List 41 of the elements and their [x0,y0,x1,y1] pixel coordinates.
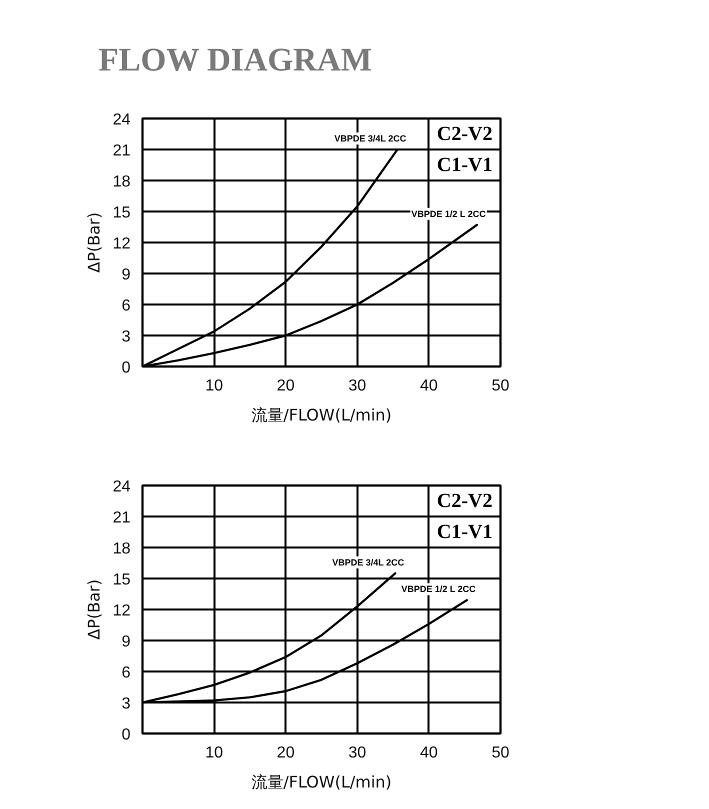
y-tick-label: 15 [112,204,131,222]
y-tick-label: 3 [122,328,131,346]
y-axis-title: ΔP(Bar) [84,212,104,273]
y-tick-label: 3 [122,696,131,712]
y-tick-label: 12 [112,602,131,620]
x-tick-label: 20 [276,744,295,762]
chart-title: FLOW DIAGRAM [98,42,372,78]
x-tick-label: 30 [348,744,366,762]
series-label: VBPDE 1/2 L 2CC [401,584,476,594]
y-tick-label: 0 [122,726,131,744]
y-tick-label: 6 [122,298,131,314]
y-tick-label: 9 [122,266,131,284]
y-tick-label: 24 [112,112,131,128]
y-tick-label: 0 [122,360,131,376]
x-tick-label: 10 [205,744,224,762]
y-tick-label: 18 [112,174,131,190]
y-tick-label: 12 [112,236,131,252]
y-tick-label: 15 [112,572,131,588]
annotation: C2-V2 [436,123,492,145]
x-tick-label: 50 [492,378,510,394]
y-tick-label: 9 [122,634,131,650]
series-label: VBPDE 3/4L 2CC [332,557,405,568]
x-tick-label: 40 [420,744,438,762]
x-tick-label: 50 [492,744,510,762]
annotation: C1-V1 [436,154,492,176]
y-axis-title: ΔP(Bar) [84,579,104,640]
x-axis-title: 流量/FLOW(L/min) [251,772,392,792]
annotation: C2-V2 [436,490,492,512]
x-tick-label: 30 [348,378,366,394]
y-tick-label: 21 [112,142,131,160]
x-tick-label: 20 [276,378,295,394]
series-label: VBPDE 3/4L 2CC [334,134,407,144]
series-label: VBPDE 1/2 L 2CC [411,208,486,219]
x-axis-title: 流量/FLOW(L/min) [251,406,392,424]
y-tick-label: 24 [112,478,131,496]
annotation: C1-V1 [436,521,492,543]
y-tick-label: 18 [112,540,131,558]
x-tick-label: 10 [205,378,224,394]
y-tick-label: 6 [122,664,131,682]
x-tick-label: 40 [420,378,438,394]
y-tick-label: 21 [112,510,131,526]
